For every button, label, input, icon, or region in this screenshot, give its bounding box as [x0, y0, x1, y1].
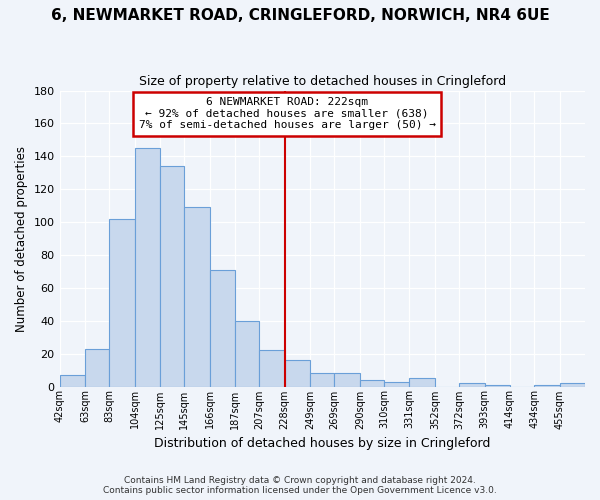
Bar	[485, 385, 510, 386]
Bar	[134, 148, 160, 386]
Bar	[360, 380, 384, 386]
Bar	[534, 385, 560, 386]
Title: Size of property relative to detached houses in Cringleford: Size of property relative to detached ho…	[139, 75, 506, 88]
Bar	[235, 320, 259, 386]
X-axis label: Distribution of detached houses by size in Cringleford: Distribution of detached houses by size …	[154, 437, 490, 450]
Text: 6, NEWMARKET ROAD, CRINGLEFORD, NORWICH, NR4 6UE: 6, NEWMARKET ROAD, CRINGLEFORD, NORWICH,…	[50, 8, 550, 22]
Bar	[285, 360, 310, 386]
Bar	[59, 375, 85, 386]
Bar	[209, 270, 235, 386]
Text: Contains HM Land Registry data © Crown copyright and database right 2024.
Contai: Contains HM Land Registry data © Crown c…	[103, 476, 497, 495]
Bar	[560, 383, 585, 386]
Bar	[384, 382, 409, 386]
Bar	[160, 166, 184, 386]
Bar	[310, 374, 334, 386]
Bar	[334, 374, 360, 386]
Bar	[85, 348, 109, 387]
Bar	[459, 383, 485, 386]
Y-axis label: Number of detached properties: Number of detached properties	[15, 146, 28, 332]
Bar	[259, 350, 285, 386]
Bar	[109, 219, 134, 386]
Bar	[409, 378, 435, 386]
Bar	[184, 208, 209, 386]
Text: 6 NEWMARKET ROAD: 222sqm
← 92% of detached houses are smaller (638)
7% of semi-d: 6 NEWMARKET ROAD: 222sqm ← 92% of detach…	[139, 97, 436, 130]
